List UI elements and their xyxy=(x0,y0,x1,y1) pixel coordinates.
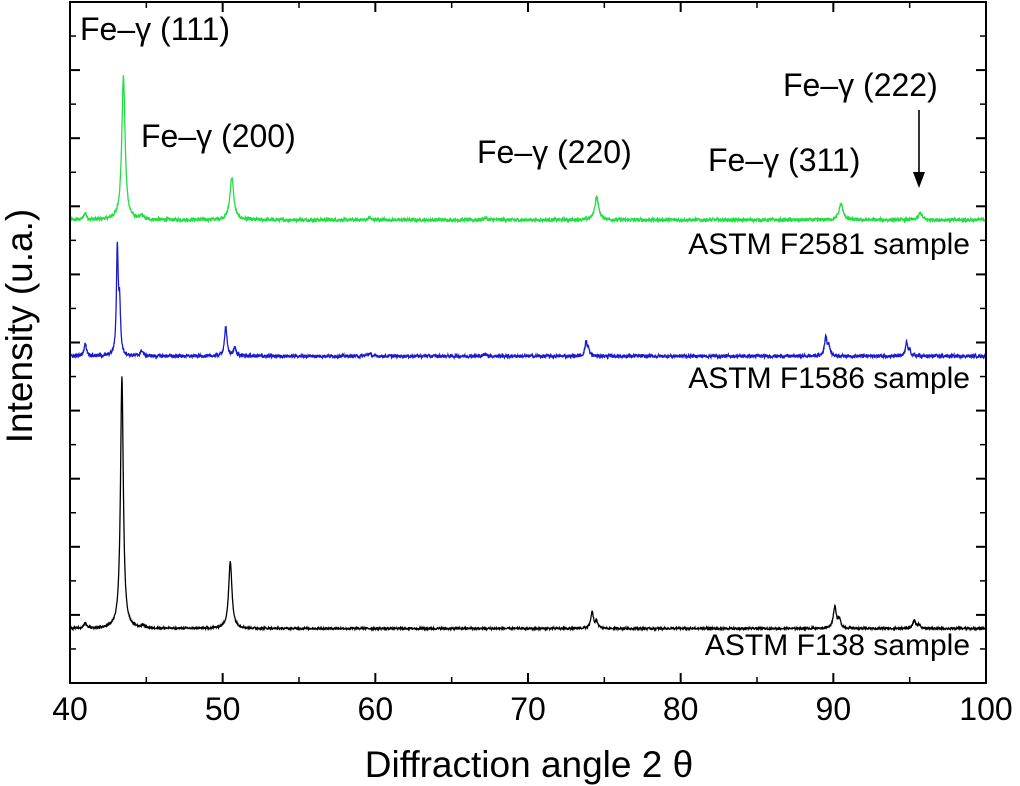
series-line-2 xyxy=(69,376,987,632)
ticks-layer: 40 50 60 70 80 90 100 xyxy=(52,1,1013,727)
x-tick-label: 70 xyxy=(510,691,546,727)
sample-label-f2581: ASTM F2581 sample xyxy=(688,228,970,261)
y-axis-label: Intensity (u.a.) xyxy=(0,209,40,443)
annotation-fe-gamma-200: Fe–γ (200) xyxy=(141,118,296,154)
x-tick-label: 40 xyxy=(52,691,88,727)
x-tick-label: 90 xyxy=(816,691,852,727)
x-tick-label: 80 xyxy=(663,691,699,727)
annotation-fe-gamma-311: Fe–γ (311) xyxy=(708,142,860,178)
annotation-fe-gamma-111: Fe–γ (111) xyxy=(80,11,230,47)
x-tick-label: 50 xyxy=(205,691,241,727)
series-line-0 xyxy=(69,75,987,225)
series-line-1 xyxy=(69,241,987,361)
arrow-annotation-222 xyxy=(913,110,925,188)
annotation-fe-gamma-222: Fe–γ (222) xyxy=(783,67,938,103)
x-axis-label: Diffraction angle 2 θ xyxy=(365,744,693,785)
annotation-fe-gamma-220: Fe–γ (220) xyxy=(477,134,632,170)
x-tick-label: 60 xyxy=(358,691,394,727)
sample-label-f1586: ASTM F1586 sample xyxy=(688,362,970,395)
sample-label-f138: ASTM F138 sample xyxy=(705,629,970,662)
x-tick-label: 100 xyxy=(959,691,1012,727)
series-layer xyxy=(69,75,987,632)
plot-frame xyxy=(69,1,987,684)
